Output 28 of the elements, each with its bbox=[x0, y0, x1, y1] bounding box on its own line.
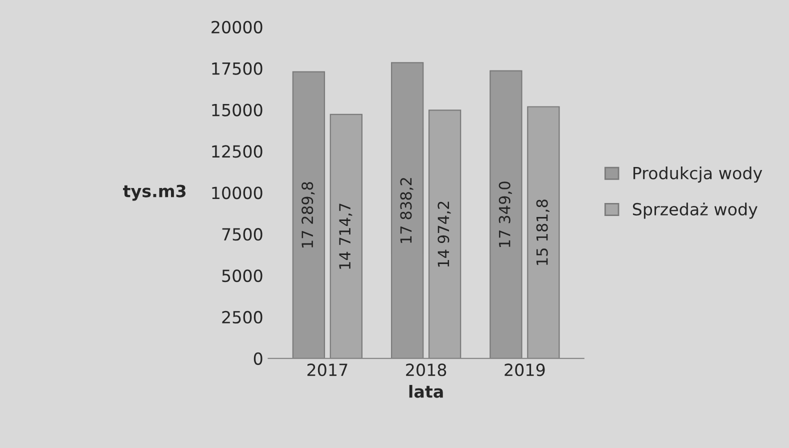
y-tick-label: 15000 bbox=[212, 104, 262, 116]
data-label: 14 974,2 bbox=[438, 202, 451, 267]
y-tick-label: 7500 bbox=[222, 228, 262, 241]
data-label: 17 349,0 bbox=[498, 182, 512, 247]
y-tick-label: 0 bbox=[254, 352, 262, 365]
data-label: 14 714,7 bbox=[339, 204, 352, 269]
y-tick-label: 10000 bbox=[212, 186, 262, 200]
data-label: 17 289,8 bbox=[302, 182, 315, 248]
data-label: 17 838,2 bbox=[400, 178, 414, 243]
y-axis-title: tys.m3 bbox=[123, 184, 186, 201]
bar bbox=[490, 70, 522, 358]
x-tick-label: 2017 bbox=[307, 364, 348, 376]
y-tick-label: 2500 bbox=[222, 310, 262, 324]
bar bbox=[527, 106, 560, 358]
y-tick-label: 17500 bbox=[212, 62, 262, 75]
bar bbox=[292, 71, 326, 358]
bar bbox=[390, 62, 424, 358]
bar bbox=[428, 110, 462, 358]
data-label: 15 181,8 bbox=[536, 200, 550, 265]
y-tick-label: 5000 bbox=[222, 269, 262, 282]
legend-label: Produkcja wody bbox=[633, 166, 762, 183]
legend-label: Sprzedaż wody bbox=[632, 202, 758, 219]
y-tick-label: 20000 bbox=[212, 20, 262, 34]
x-tick-label: 2019 bbox=[504, 364, 545, 376]
x-tick-label: 2018 bbox=[406, 364, 446, 376]
y-tick-label: 12500 bbox=[212, 145, 262, 158]
x-axis-title: lata bbox=[409, 384, 443, 398]
bar bbox=[330, 114, 363, 358]
